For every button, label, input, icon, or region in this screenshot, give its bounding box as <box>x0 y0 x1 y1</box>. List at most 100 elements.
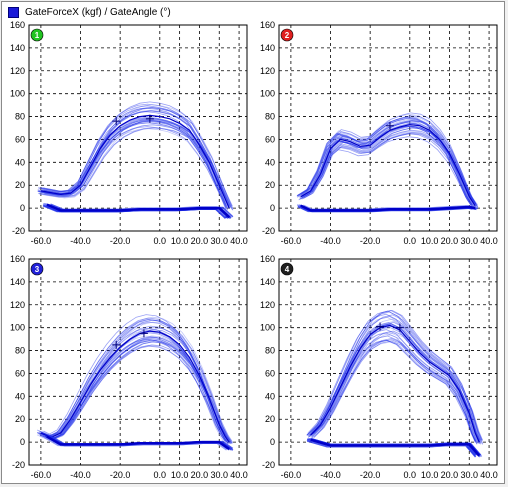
loading-trace <box>36 335 226 445</box>
chart-panel-4: 160 140 120 100 80 60 40 20 0 -20 -60.0 -40.0 -20.0 0… <box>260 254 498 480</box>
loading-main-line <box>40 114 230 209</box>
x-tick-label: 30.0 <box>460 236 478 246</box>
loading-trace <box>311 339 481 441</box>
y-tick-label: 100 <box>260 89 275 99</box>
y-tick-label: 160 <box>260 254 275 264</box>
loading-trace <box>40 101 230 207</box>
loading-trace <box>301 115 477 204</box>
loading-trace <box>301 112 477 205</box>
x-tick-label: 20.0 <box>441 236 459 246</box>
loading-trace <box>40 110 230 207</box>
loading-trace <box>311 338 481 443</box>
loading-trace <box>301 132 477 208</box>
x-tick-label: 0.0 <box>154 470 167 480</box>
loading-trace <box>299 133 475 208</box>
loading-trace <box>314 332 484 444</box>
loading-trace <box>311 334 481 444</box>
x-tick-label: -20.0 <box>110 236 131 246</box>
x-tick-label: 10.0 <box>171 470 189 480</box>
loading-trace <box>306 332 476 442</box>
loading-trace <box>43 321 233 442</box>
panel-badge-number: 1 <box>35 31 40 40</box>
x-tick-label: 30.0 <box>210 470 228 480</box>
loading-trace <box>312 318 482 442</box>
y-tick-label: 140 <box>10 277 25 287</box>
peak-marker <box>112 117 121 126</box>
loading-trace <box>302 132 478 208</box>
y-tick-label: 100 <box>10 89 25 99</box>
panel-badge-number: 2 <box>285 31 290 40</box>
loading-trace <box>311 340 481 445</box>
y-tick-label: 80 <box>265 112 275 122</box>
y-tick-label: 80 <box>15 112 25 122</box>
loading-trace <box>37 111 227 210</box>
loading-trace <box>37 119 227 208</box>
x-tick-label: 10.0 <box>171 236 189 246</box>
loading-trace <box>314 320 484 445</box>
peak-marker <box>376 322 385 331</box>
loading-trace <box>37 329 227 444</box>
loading-trace <box>311 323 481 444</box>
x-tick-label: 30.0 <box>460 470 478 480</box>
peak-marker <box>395 323 404 332</box>
peak-marker <box>112 340 121 349</box>
loading-trace <box>296 121 472 206</box>
panel-badge-number: 3 <box>35 265 40 274</box>
loading-trace <box>314 321 484 441</box>
loading-trace <box>44 119 233 210</box>
loading-trace <box>298 136 474 209</box>
loading-trace <box>306 339 476 442</box>
x-tick-label: 40.0 <box>480 236 498 246</box>
loading-trace <box>302 120 478 206</box>
x-tick-label: 20.0 <box>191 236 209 246</box>
y-tick-label: 160 <box>260 20 275 30</box>
loading-trace <box>42 335 232 443</box>
y-tick-label: 120 <box>260 66 275 76</box>
x-tick-label: -20.0 <box>360 236 381 246</box>
y-tick-label: 60 <box>265 368 275 378</box>
loading-trace <box>41 325 231 445</box>
x-tick-label: -60.0 <box>31 236 52 246</box>
y-tick-label: 120 <box>10 66 25 76</box>
loading-trace <box>39 319 229 444</box>
loading-trace <box>38 117 227 209</box>
y-tick-label: 20 <box>265 414 275 424</box>
return-main-line <box>46 203 231 219</box>
loading-trace <box>313 325 483 441</box>
loading-trace <box>41 319 231 441</box>
y-tick-label: 140 <box>260 277 275 287</box>
y-tick-label: 120 <box>260 300 275 310</box>
y-tick-label: 40 <box>265 157 275 167</box>
chart-panel-3: 160 140 120 100 80 60 40 20 0 -20 -60.0 -40.0 -20.0 0… <box>10 254 248 480</box>
y-tick-label: 40 <box>15 391 25 401</box>
y-tick-label: 60 <box>265 134 275 144</box>
loading-trace <box>41 109 231 207</box>
loading-trace <box>308 310 478 444</box>
x-tick-label: -60.0 <box>281 470 302 480</box>
loading-trace <box>310 316 480 442</box>
peak-marker <box>145 114 154 123</box>
return-main-line <box>46 435 230 451</box>
trace-group <box>306 309 484 458</box>
loading-trace <box>38 317 228 442</box>
loading-trace <box>300 131 476 206</box>
x-tick-label: -40.0 <box>70 236 91 246</box>
chart-panel-1: 160 140 120 100 80 60 40 20 0 -20 -60.0 -40.0 -20.0 0… <box>10 20 248 246</box>
x-tick-label: -60.0 <box>31 470 52 480</box>
loading-trace <box>311 309 481 441</box>
panel-badge <box>30 28 44 42</box>
loading-trace <box>310 341 480 444</box>
x-tick-label: 40.0 <box>230 236 248 246</box>
loading-trace <box>38 105 227 207</box>
loading-trace <box>296 122 472 206</box>
loading-trace <box>39 344 229 445</box>
loading-trace <box>41 339 231 441</box>
y-tick-label: 0 <box>270 437 275 447</box>
loading-trace <box>44 120 233 207</box>
plot-frame <box>28 258 248 466</box>
x-tick-label: 30.0 <box>210 236 228 246</box>
loading-main-line <box>300 123 476 207</box>
loading-trace <box>41 120 230 209</box>
loading-trace <box>303 127 479 208</box>
